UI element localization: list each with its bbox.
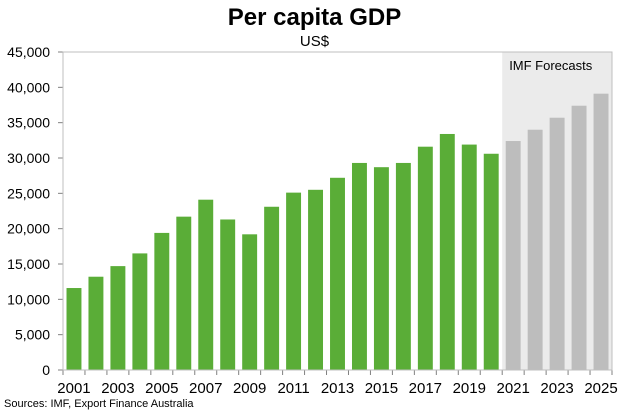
- y-tick-label: 35,000: [7, 115, 50, 131]
- bar-2016: [395, 162, 411, 370]
- bar-2017: [417, 146, 433, 370]
- y-tick-label: 20,000: [7, 221, 50, 237]
- bar-2007: [198, 199, 214, 370]
- y-tick-label: 0: [42, 362, 50, 378]
- source-note: Sources: IMF, Export Finance Australia: [4, 398, 194, 410]
- x-tick-label: 2007: [189, 380, 222, 397]
- bar-2025: [593, 93, 609, 371]
- x-tick-label: 2009: [233, 380, 266, 397]
- bar-2023: [549, 117, 565, 370]
- x-tick-label: 2025: [584, 380, 617, 397]
- bar-2003: [110, 266, 126, 370]
- bar-2012: [308, 189, 324, 370]
- y-tick-label: 45,000: [7, 44, 50, 60]
- chart-title: Per capita GDP: [227, 4, 402, 31]
- bar-2014: [351, 162, 367, 370]
- bar-2010: [264, 206, 280, 370]
- x-tick-label: 2011: [277, 380, 309, 397]
- bar-2001: [66, 288, 82, 370]
- x-tick-label: 2015: [365, 380, 398, 397]
- x-tick-label: 2005: [145, 380, 178, 397]
- x-tick-label: 2001: [57, 380, 90, 397]
- bar-2004: [132, 253, 148, 370]
- x-tick-label: 2023: [540, 380, 573, 397]
- y-tick-label: 15,000: [7, 256, 50, 272]
- y-tick-label: 25,000: [7, 185, 50, 201]
- bar-2009: [242, 234, 258, 370]
- bar-2022: [527, 129, 543, 370]
- y-tick-label: 30,000: [7, 150, 50, 166]
- x-tick-label: 2017: [409, 380, 442, 397]
- bar-2021: [505, 141, 521, 370]
- y-tick-label: 40,000: [7, 79, 50, 95]
- x-tick-label: 2003: [101, 380, 134, 397]
- y-tick-label: 5,000: [15, 327, 50, 343]
- bar-2008: [220, 219, 236, 370]
- x-tick-label: 2019: [453, 380, 486, 397]
- x-tick-label: 2013: [321, 380, 354, 397]
- bar-2015: [373, 167, 389, 370]
- bar-2002: [88, 276, 104, 370]
- bar-2024: [571, 105, 587, 370]
- chart-subtitle: US$: [299, 33, 330, 50]
- bar-2005: [154, 232, 170, 370]
- bar-2011: [286, 192, 302, 370]
- bar-2019: [461, 144, 477, 370]
- x-tick-label: 2021: [496, 380, 529, 397]
- bar-2013: [330, 177, 345, 370]
- bar-2020: [483, 153, 499, 370]
- bar-2006: [176, 216, 192, 370]
- forecast-region-label: IMF Forecasts: [509, 58, 593, 73]
- bar-2018: [439, 133, 455, 370]
- y-tick-label: 10,000: [7, 291, 50, 307]
- plot-area-border: [62, 51, 613, 371]
